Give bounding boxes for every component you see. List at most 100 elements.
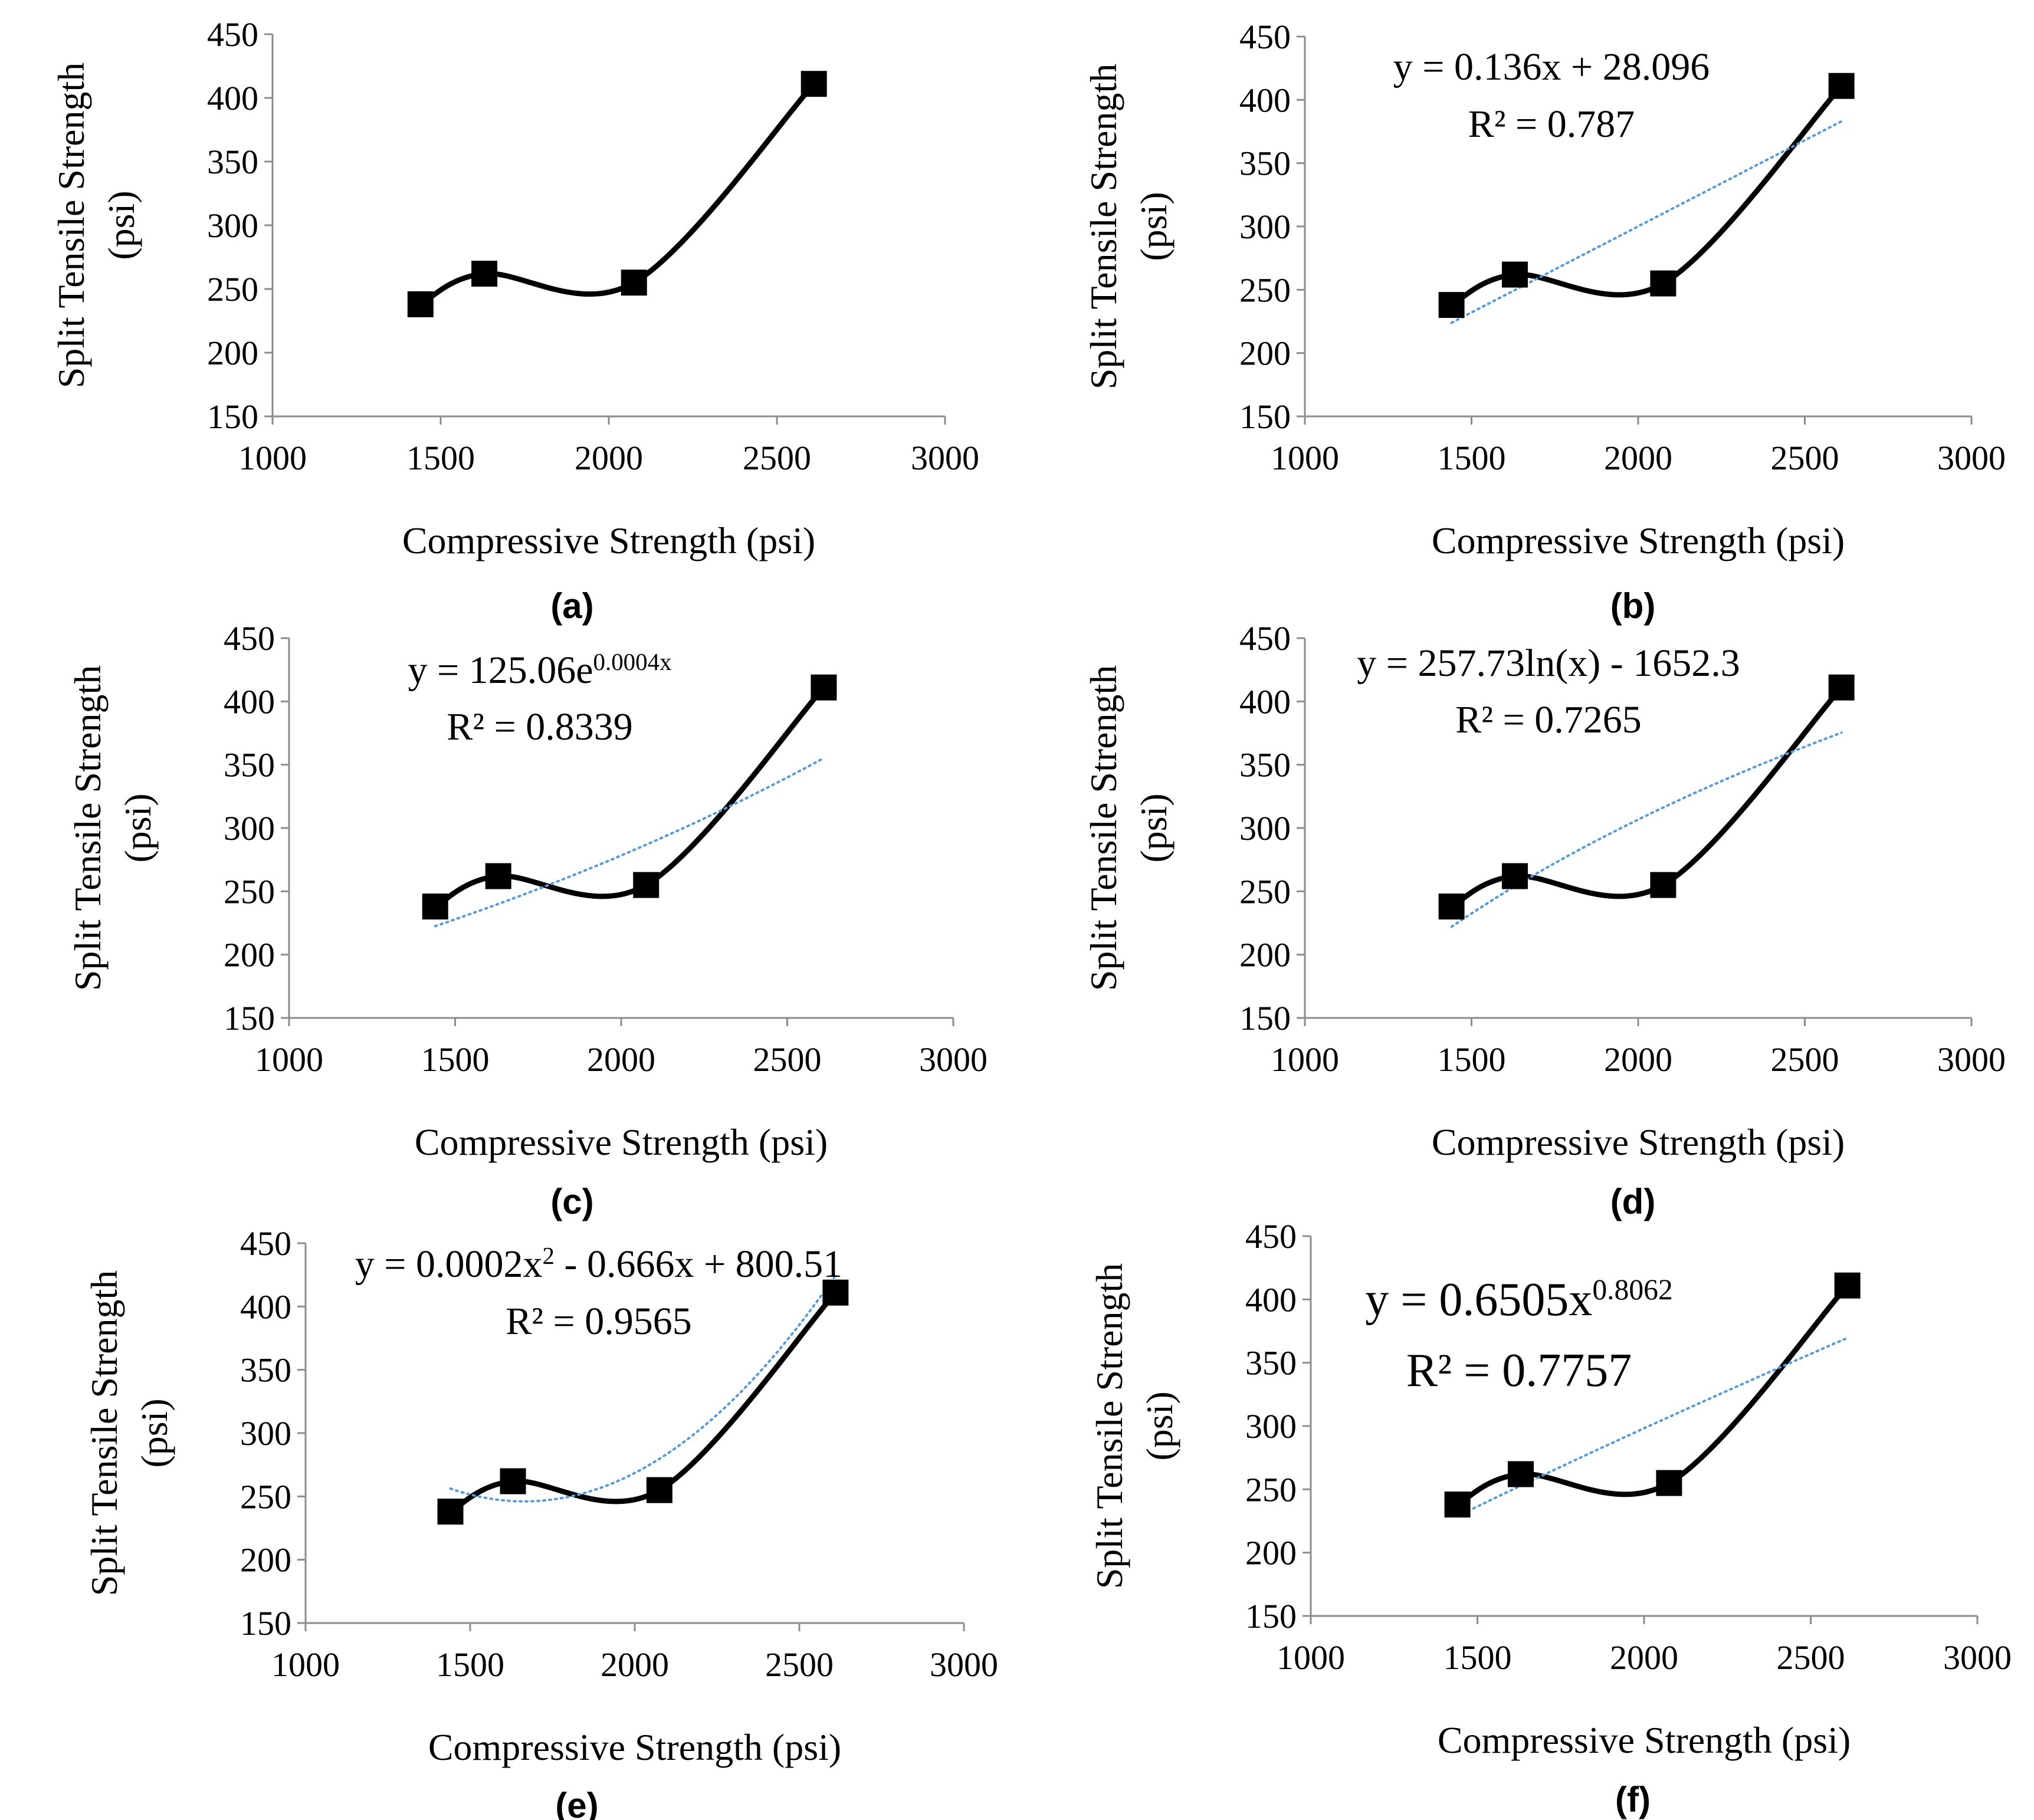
- y-tick-label: 250: [1239, 271, 1291, 309]
- panel-label: (d): [1610, 1182, 1656, 1221]
- y-tick-label: 150: [207, 397, 258, 436]
- x-tick-label: 2000: [601, 1645, 669, 1684]
- panel-label: (f): [1615, 1780, 1651, 1819]
- x-tick-label: 2000: [1604, 1040, 1672, 1079]
- x-tick-label: 3000: [911, 439, 979, 477]
- trendline: [1450, 120, 1843, 324]
- r-squared-label: R² = 0.9565: [506, 1300, 692, 1343]
- data-point-marker: [1828, 674, 1855, 701]
- data-point-marker: [471, 261, 498, 287]
- data-point-marker: [822, 1279, 849, 1306]
- y-tick-label: 150: [1239, 999, 1291, 1037]
- y-axis-unit: (psi): [100, 190, 142, 259]
- y-axis-title: Split Tensile Strength: [83, 1270, 125, 1596]
- data-point-marker: [1834, 1272, 1861, 1299]
- y-tick-label: 300: [1239, 208, 1291, 246]
- data-point-marker: [1438, 292, 1465, 318]
- y-tick-label: 400: [224, 682, 275, 721]
- x-tick-label: 1500: [421, 1040, 490, 1079]
- x-tick-label: 1000: [255, 1040, 323, 1079]
- series-line: [419, 82, 816, 307]
- y-tick-label: 200: [224, 936, 275, 974]
- series-line: [1450, 685, 1843, 909]
- y-tick-label: 400: [240, 1287, 291, 1326]
- data-point-marker: [1444, 1492, 1471, 1518]
- data-point-marker: [633, 872, 660, 898]
- y-tick-label: 350: [1239, 746, 1291, 784]
- panel-label: (c): [550, 1182, 593, 1221]
- x-axis-title: Compressive Strength (psi): [402, 520, 815, 561]
- data-point-marker: [621, 270, 647, 296]
- y-tick-label: 450: [1239, 18, 1291, 56]
- y-tick-label: 200: [240, 1541, 291, 1579]
- x-tick-label: 3000: [1943, 1638, 2012, 1677]
- y-axis-unit: (psi): [1139, 1391, 1180, 1460]
- chart-panel-6: 150 200 250 300 350 400 450 1000 1500 2000 2500 300…: [1088, 1217, 2012, 1819]
- y-tick-label: 250: [1239, 872, 1291, 911]
- x-tick-label: 2000: [575, 439, 643, 477]
- x-tick-label: 1500: [1438, 1040, 1506, 1079]
- panel-label: (b): [1610, 586, 1656, 626]
- x-tick-label: 1000: [238, 439, 307, 477]
- x-tick-label: 1000: [271, 1645, 340, 1684]
- y-tick-label: 200: [1245, 1534, 1297, 1572]
- y-tick-label: 450: [1239, 619, 1291, 658]
- y-tick-label: 250: [207, 270, 258, 308]
- r-squared-label: R² = 0.8339: [447, 705, 633, 748]
- series-line: [1450, 84, 1843, 308]
- y-tick-label: 150: [224, 999, 275, 1037]
- y-tick-label: 300: [240, 1414, 291, 1453]
- x-tick-label: 1000: [1277, 1638, 1345, 1677]
- x-tick-label: 3000: [919, 1040, 988, 1079]
- trendline-equation: y = 0.136x + 28.096: [1393, 45, 1710, 88]
- y-tick-label: 400: [1239, 682, 1291, 721]
- data-point-marker: [485, 863, 511, 889]
- chart-panel-5: 150 200 250 300 350 400 450 1000 1500 2000 2500 300…: [83, 1224, 998, 1820]
- trendline: [434, 757, 825, 928]
- y-tick-label: 400: [207, 79, 258, 117]
- y-tick-label: 300: [1245, 1407, 1297, 1446]
- x-axis-title: Compressive Strength (psi): [415, 1121, 828, 1163]
- y-axis-title: Split Tensile Strength: [1082, 64, 1124, 390]
- x-tick-label: 2500: [765, 1645, 834, 1684]
- x-tick-label: 3000: [1937, 1040, 2006, 1079]
- y-tick-label: 450: [240, 1224, 291, 1263]
- r-squared-label: R² = 0.7757: [1406, 1345, 1632, 1397]
- data-point-marker: [646, 1477, 672, 1503]
- y-axis-title: Split Tensile Strength: [1082, 665, 1124, 991]
- x-tick-label: 2000: [1610, 1638, 1678, 1677]
- y-tick-label: 350: [1239, 144, 1291, 183]
- y-tick-label: 250: [1245, 1470, 1297, 1509]
- chart-panel-1: 150 200 250 300 350 400 450 1000 1500 2000 2500 300…: [50, 15, 979, 626]
- chart-panel-2: 150 200 250 300 350 400 450 1000 1500 2000 2500 300…: [1082, 18, 2006, 626]
- y-tick-label: 350: [207, 143, 258, 181]
- series-line: [434, 685, 826, 909]
- x-tick-label: 1500: [436, 1645, 504, 1684]
- y-axis-title: Split Tensile Strength: [1088, 1263, 1130, 1589]
- y-tick-label: 150: [1239, 397, 1291, 436]
- y-tick-label: 400: [1239, 81, 1291, 119]
- r-squared-label: R² = 0.7265: [1455, 698, 1642, 741]
- x-tick-label: 2000: [587, 1040, 655, 1079]
- x-axis-title: Compressive Strength (psi): [428, 1726, 841, 1768]
- y-tick-label: 450: [224, 619, 275, 658]
- x-tick-label: 2500: [743, 439, 811, 477]
- y-tick-label: 450: [207, 15, 258, 54]
- chart-panel-4: 150 200 250 300 350 400 450 1000 1500 2000 2500 300…: [1082, 619, 2006, 1221]
- y-tick-label: 150: [240, 1604, 291, 1642]
- y-tick-label: 350: [1245, 1344, 1297, 1382]
- x-tick-label: 1500: [1438, 439, 1506, 477]
- trendline-equation: y = 125.06e0.0004x: [408, 649, 672, 692]
- y-axis-unit: (psi): [1133, 793, 1175, 862]
- data-point-marker: [1501, 863, 1528, 889]
- data-point-marker: [1507, 1461, 1534, 1487]
- y-axis-unit: (psi): [117, 793, 159, 862]
- x-axis-title: Compressive Strength (psi): [1432, 520, 1845, 561]
- y-tick-label: 300: [207, 206, 258, 245]
- panel-label: (a): [550, 586, 593, 626]
- data-point-marker: [811, 674, 837, 701]
- series-line: [1456, 1283, 1849, 1507]
- y-tick-label: 400: [1245, 1280, 1297, 1319]
- data-point-marker: [801, 71, 827, 97]
